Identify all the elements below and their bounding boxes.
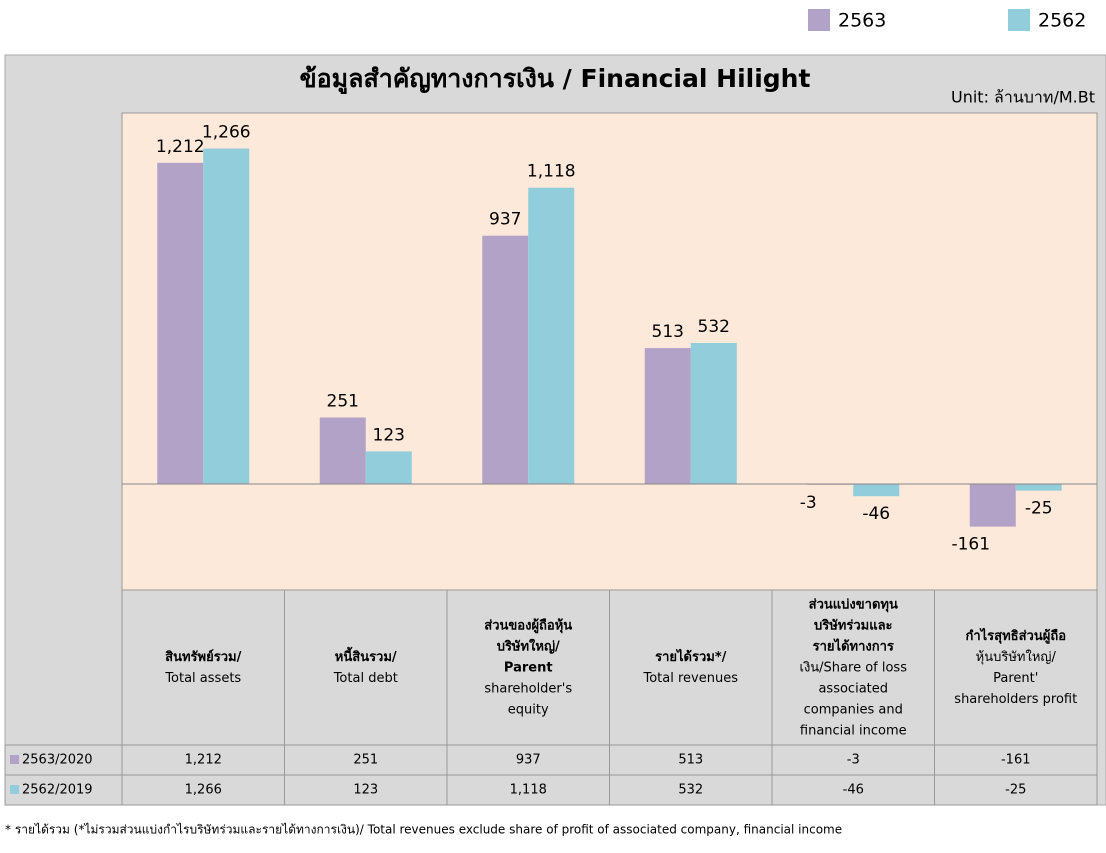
bar <box>365 451 412 484</box>
bar <box>644 348 691 484</box>
legend-label: 2563 <box>838 10 886 32</box>
data-label: 123 <box>373 425 405 445</box>
data-label: 513 <box>652 322 684 342</box>
plot-area <box>121 112 1098 591</box>
bar <box>319 417 366 484</box>
legend-swatch <box>1008 9 1030 31</box>
data-label: 532 <box>698 317 730 337</box>
category-label: associated <box>818 682 888 697</box>
row-label: 2563/2020 <box>22 753 93 768</box>
legend-swatch <box>808 9 830 31</box>
data-label: -3 <box>800 493 817 513</box>
row-swatch <box>10 785 19 794</box>
table-value: 937 <box>516 753 541 768</box>
table-value: 1,266 <box>185 783 222 798</box>
bar <box>969 484 1016 527</box>
table-value: 1,212 <box>185 753 222 768</box>
category-label: เงิน/Share of loss <box>800 661 908 676</box>
data-label: 1,118 <box>527 162 576 182</box>
bar <box>157 162 204 484</box>
table-value: 532 <box>678 783 703 798</box>
category-label: หุ้นบริษัทใหญ่/ <box>976 649 1057 665</box>
table-value: 251 <box>353 753 378 768</box>
table-value: 123 <box>353 783 378 798</box>
category-label: Parent' <box>993 671 1038 686</box>
category-label: หนี้สินรวม/ <box>335 646 397 665</box>
category-label: รายได้ทางการ <box>813 638 894 655</box>
bar <box>853 484 900 497</box>
chart-title: ข้อมูลสำคัญทางการเงิน / Financial Hiligh… <box>300 64 811 95</box>
data-label: -161 <box>951 535 990 555</box>
data-label: 1,266 <box>202 123 251 143</box>
legend-label: 2562 <box>1038 10 1086 32</box>
bar <box>203 148 250 484</box>
category-label: Total debt <box>333 671 398 686</box>
data-label: -46 <box>862 504 890 524</box>
category-label: financial income <box>800 724 907 739</box>
data-label: 251 <box>327 391 359 411</box>
table-value: -3 <box>847 753 860 768</box>
category-label: สินทรัพย์รวม/ <box>165 649 241 665</box>
category-label: shareholders profit <box>954 692 1077 707</box>
category-label: บริษัทร่วมและ <box>814 619 893 634</box>
data-label: 937 <box>489 210 521 230</box>
data-label: -25 <box>1025 499 1053 519</box>
category-label: Total revenues <box>643 671 739 686</box>
category-label: บริษัทใหญ่/ <box>497 638 560 655</box>
table-value: -46 <box>843 783 864 798</box>
unit-label: Unit: ล้านบาท/M.Bt <box>951 88 1095 107</box>
row-label: 2562/2019 <box>22 783 93 798</box>
bar <box>528 187 575 485</box>
category-label: shareholder's <box>484 682 572 697</box>
table-value: -161 <box>1001 753 1031 768</box>
footnote: * รายได้รวม (*ไม่รวมส่วนแบ่งกำไรบริษัทร่… <box>5 823 842 837</box>
category-label: ส่วนของผู้ถือหุ้น <box>484 618 572 634</box>
category-label: รายได้รวม*/ <box>655 648 727 665</box>
category-label: Total assets <box>164 671 241 686</box>
category-label: companies and <box>804 703 903 718</box>
data-label: 1,212 <box>156 137 205 157</box>
table-value: 1,118 <box>510 783 547 798</box>
bar <box>690 343 737 484</box>
row-swatch <box>10 755 19 764</box>
table-value: -25 <box>1005 783 1026 798</box>
category-label: กำไรสุทธิส่วนผู้ถือ <box>965 627 1066 644</box>
table-value: 513 <box>678 753 703 768</box>
category-label: Parent <box>504 661 553 676</box>
bar <box>1015 484 1062 491</box>
category-label: equity <box>508 703 549 718</box>
category-label: ส่วนแบ่งขาดทุน <box>809 598 898 613</box>
bar <box>482 235 529 484</box>
